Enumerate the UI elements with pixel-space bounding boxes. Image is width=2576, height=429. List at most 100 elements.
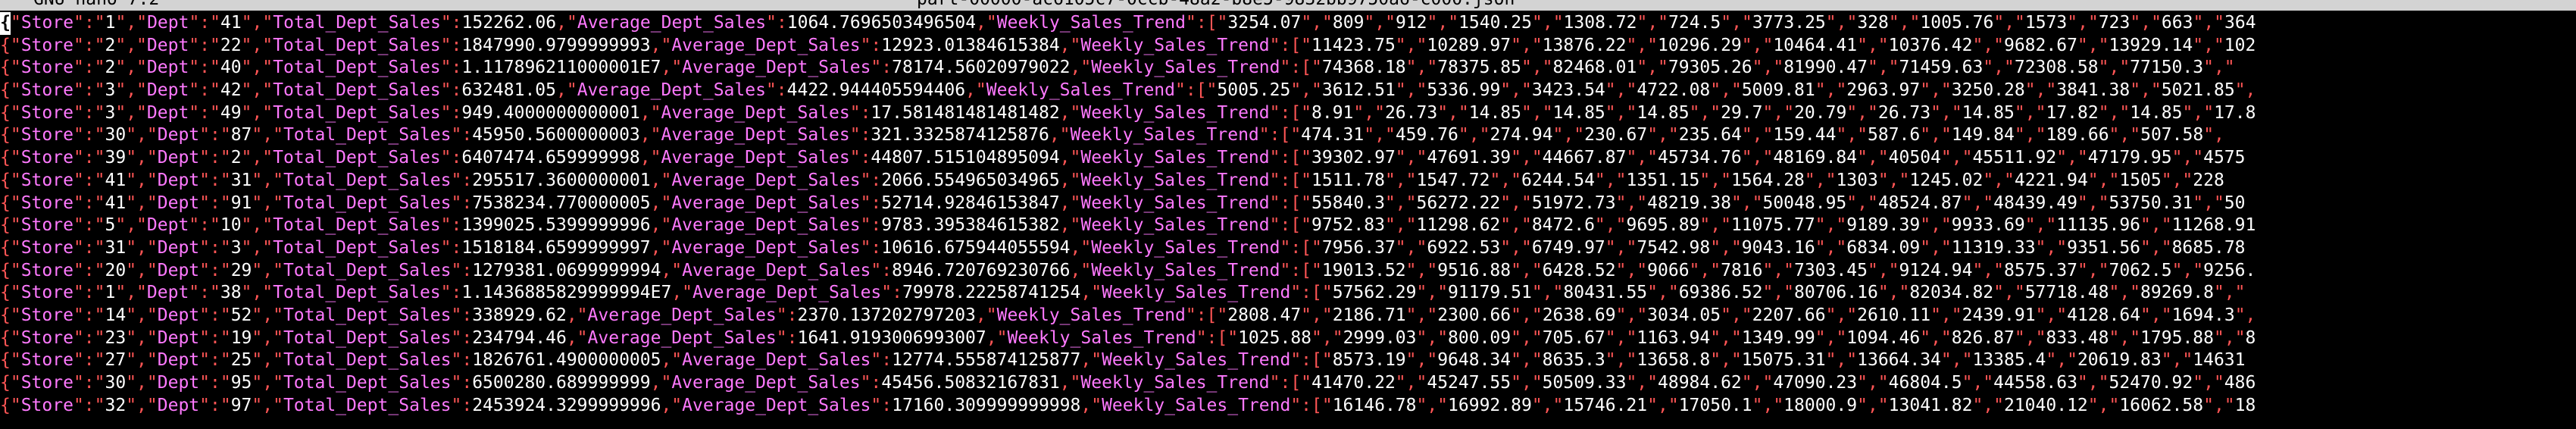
json-value: 29.7 [1721, 102, 1763, 123]
editor-text-area[interactable]: {"Store":"1","Dept":"41","Total_Dept_Sal… [0, 12, 2576, 417]
json-punctuation: "," [2087, 395, 2120, 415]
json-punctuation: "," [1531, 395, 1564, 415]
json-value: 3 [105, 80, 116, 101]
json-punctuation: "," [1710, 237, 1742, 258]
json-punctuation: "," [252, 350, 283, 371]
json-value: 11298.62 [1416, 215, 1501, 236]
json-punctuation: "," [1500, 237, 1532, 258]
editor-line[interactable]: {"Store":"20","Dept":"29","Total_Dept_Sa… [0, 260, 2576, 283]
json-value: 5336.99 [1427, 80, 1501, 101]
json-value: 12774.555874125877 [892, 350, 1081, 371]
editor-line[interactable]: {"Store":"41","Dept":"31","Total_Dept_Sa… [0, 170, 2576, 193]
json-value: 152262.06 [461, 13, 557, 33]
editor-app-name: GNU nano 7.2 [33, 0, 159, 10]
json-punctuation: "," [2098, 58, 2131, 78]
json-punctuation: "," [241, 102, 274, 123]
json-punctuation: ": [440, 80, 462, 101]
json-value: 459.76 [1395, 125, 1458, 146]
json-punctuation: "," [1416, 283, 1449, 303]
editor-line[interactable]: {"Store":"41","Dept":"91","Total_Dept_Sa… [0, 193, 2576, 215]
json-punctuation: "," [2077, 35, 2109, 55]
json-value: 17050.1 [1678, 395, 1752, 415]
json-value: 14.85 [1637, 102, 1690, 123]
json-punctuation: "," [2024, 215, 2057, 236]
editor-line[interactable]: {"Store":"30","Dept":"87","Total_Dept_Sa… [0, 124, 2576, 147]
json-value: 40 [220, 58, 242, 78]
editor-line[interactable]: {"Store":"2","Dept":"40","Total_Dept_Sal… [0, 57, 2576, 80]
json-punctuation: {" [0, 148, 21, 168]
json-punctuation: "," [1741, 35, 1774, 55]
json-punctuation: "," [1395, 237, 1427, 258]
json-value: 10 [220, 215, 242, 236]
editor-line[interactable]: {"Store":"3","Dept":"49","Total_Dept_Sal… [0, 102, 2576, 125]
editor-line[interactable]: {"Store":"14","Dept":"52","Total_Dept_Sa… [0, 305, 2576, 327]
json-value: 274.94 [1490, 125, 1553, 146]
json-punctuation: ": [765, 80, 787, 101]
json-value: 30 [105, 373, 127, 393]
json-punctuation: ," [1059, 102, 1081, 123]
json-value: 1308.72 [1563, 13, 1637, 33]
json-punctuation: "," [1825, 13, 1858, 33]
json-value: 9043.16 [1741, 237, 1815, 258]
json-punctuation: ":" [199, 327, 231, 348]
json-key: Weekly_Sales_Trend [1102, 350, 1291, 371]
json-value: 74368.18 [1321, 58, 1406, 78]
json-key: Total_Dept_Sales [273, 13, 441, 33]
editor-line[interactable]: {"Store":"1","Dept":"38","Total_Dept_Sal… [0, 282, 2576, 305]
json-punctuation: "," [115, 215, 147, 236]
json-punctuation: ":" [189, 58, 220, 78]
json-punctuation: "," [115, 102, 147, 123]
json-punctuation: ," [556, 13, 577, 33]
json-punctuation: "," [2214, 327, 2246, 348]
json-key: Store [20, 327, 73, 348]
json-value: 41 [220, 13, 242, 33]
json-value: 3 [230, 237, 242, 258]
json-punctuation: ": [440, 102, 462, 123]
json-punctuation: {" [0, 193, 21, 213]
editor-line[interactable]: {"Store":"39","Dept":"2","Total_Dept_Sal… [0, 147, 2576, 170]
json-punctuation: "," [1721, 305, 1752, 325]
json-value: 45456.50832167831 [881, 373, 1060, 393]
json-punctuation: ": [451, 305, 473, 325]
json-key: Store [20, 260, 73, 280]
json-key: Average_Dept_Sales [682, 58, 871, 78]
json-value: 78174.56020979022 [892, 58, 1071, 78]
json-punctuation: "," [1416, 327, 1449, 348]
editor-line[interactable]: {"Store":"3","Dept":"42","Total_Dept_Sal… [0, 80, 2576, 102]
json-punctuation: "," [252, 260, 283, 280]
json-punctuation: ":[" [1269, 102, 1312, 123]
json-key: Total_Dept_Sales [283, 373, 452, 393]
editor-line[interactable]: {"Store":"23","Dept":"19","Total_Dept_Sa… [0, 327, 2576, 350]
json-value: 15746.21 [1563, 395, 1648, 415]
json-punctuation: "," [1752, 395, 1784, 415]
json-value: 79305.26 [1668, 58, 1752, 78]
json-value: 2207.66 [1752, 305, 1826, 325]
editor-line[interactable]: {"Store":"31","Dept":"3","Total_Dept_Sal… [0, 237, 2576, 260]
json-value: 11268.91 [2171, 215, 2256, 236]
json-punctuation: ," [1049, 125, 1071, 146]
json-value: 39302.97 [1311, 148, 1396, 168]
editor-line[interactable]: {"Store":"2","Dept":"22","Total_Dept_Sal… [0, 35, 2576, 58]
json-punctuation: "," [1930, 102, 1962, 123]
json-punctuation: ":" [199, 395, 231, 415]
json-punctuation: "," [1920, 125, 1952, 146]
json-punctuation: {" [0, 305, 21, 325]
editor-line[interactable]: {"Store":"32","Dept":"97","Total_Dept_Sa… [0, 395, 2576, 418]
json-punctuation: ":[" [1186, 13, 1228, 33]
editor-line[interactable]: {"Store":"30","Dept":"95","Total_Dept_Sa… [0, 372, 2576, 395]
json-punctuation: "," [2067, 13, 2099, 33]
json-punctuation: "," [241, 148, 274, 168]
json-punctuation: ": [440, 13, 462, 33]
json-punctuation: "," [126, 373, 158, 393]
json-value: 13664.34 [1857, 350, 1941, 371]
json-value: 19 [230, 327, 252, 348]
json-value: 2963.97 [1846, 80, 1921, 101]
json-key: Total_Dept_Sales [273, 102, 441, 123]
editor-line[interactable]: {"Store":"5","Dept":"10","Total_Dept_Sal… [0, 214, 2576, 237]
json-value: 912 [1395, 13, 1427, 33]
json-key: Weekly_Sales_Trend [1070, 125, 1259, 146]
editor-line[interactable]: {"Store":"1","Dept":"41","Total_Dept_Sal… [0, 12, 2576, 35]
json-punctuation: "," [1615, 260, 1648, 280]
editor-line[interactable]: {"Store":"27","Dept":"25","Total_Dept_Sa… [0, 349, 2576, 372]
json-punctuation: ," [1080, 395, 1102, 415]
